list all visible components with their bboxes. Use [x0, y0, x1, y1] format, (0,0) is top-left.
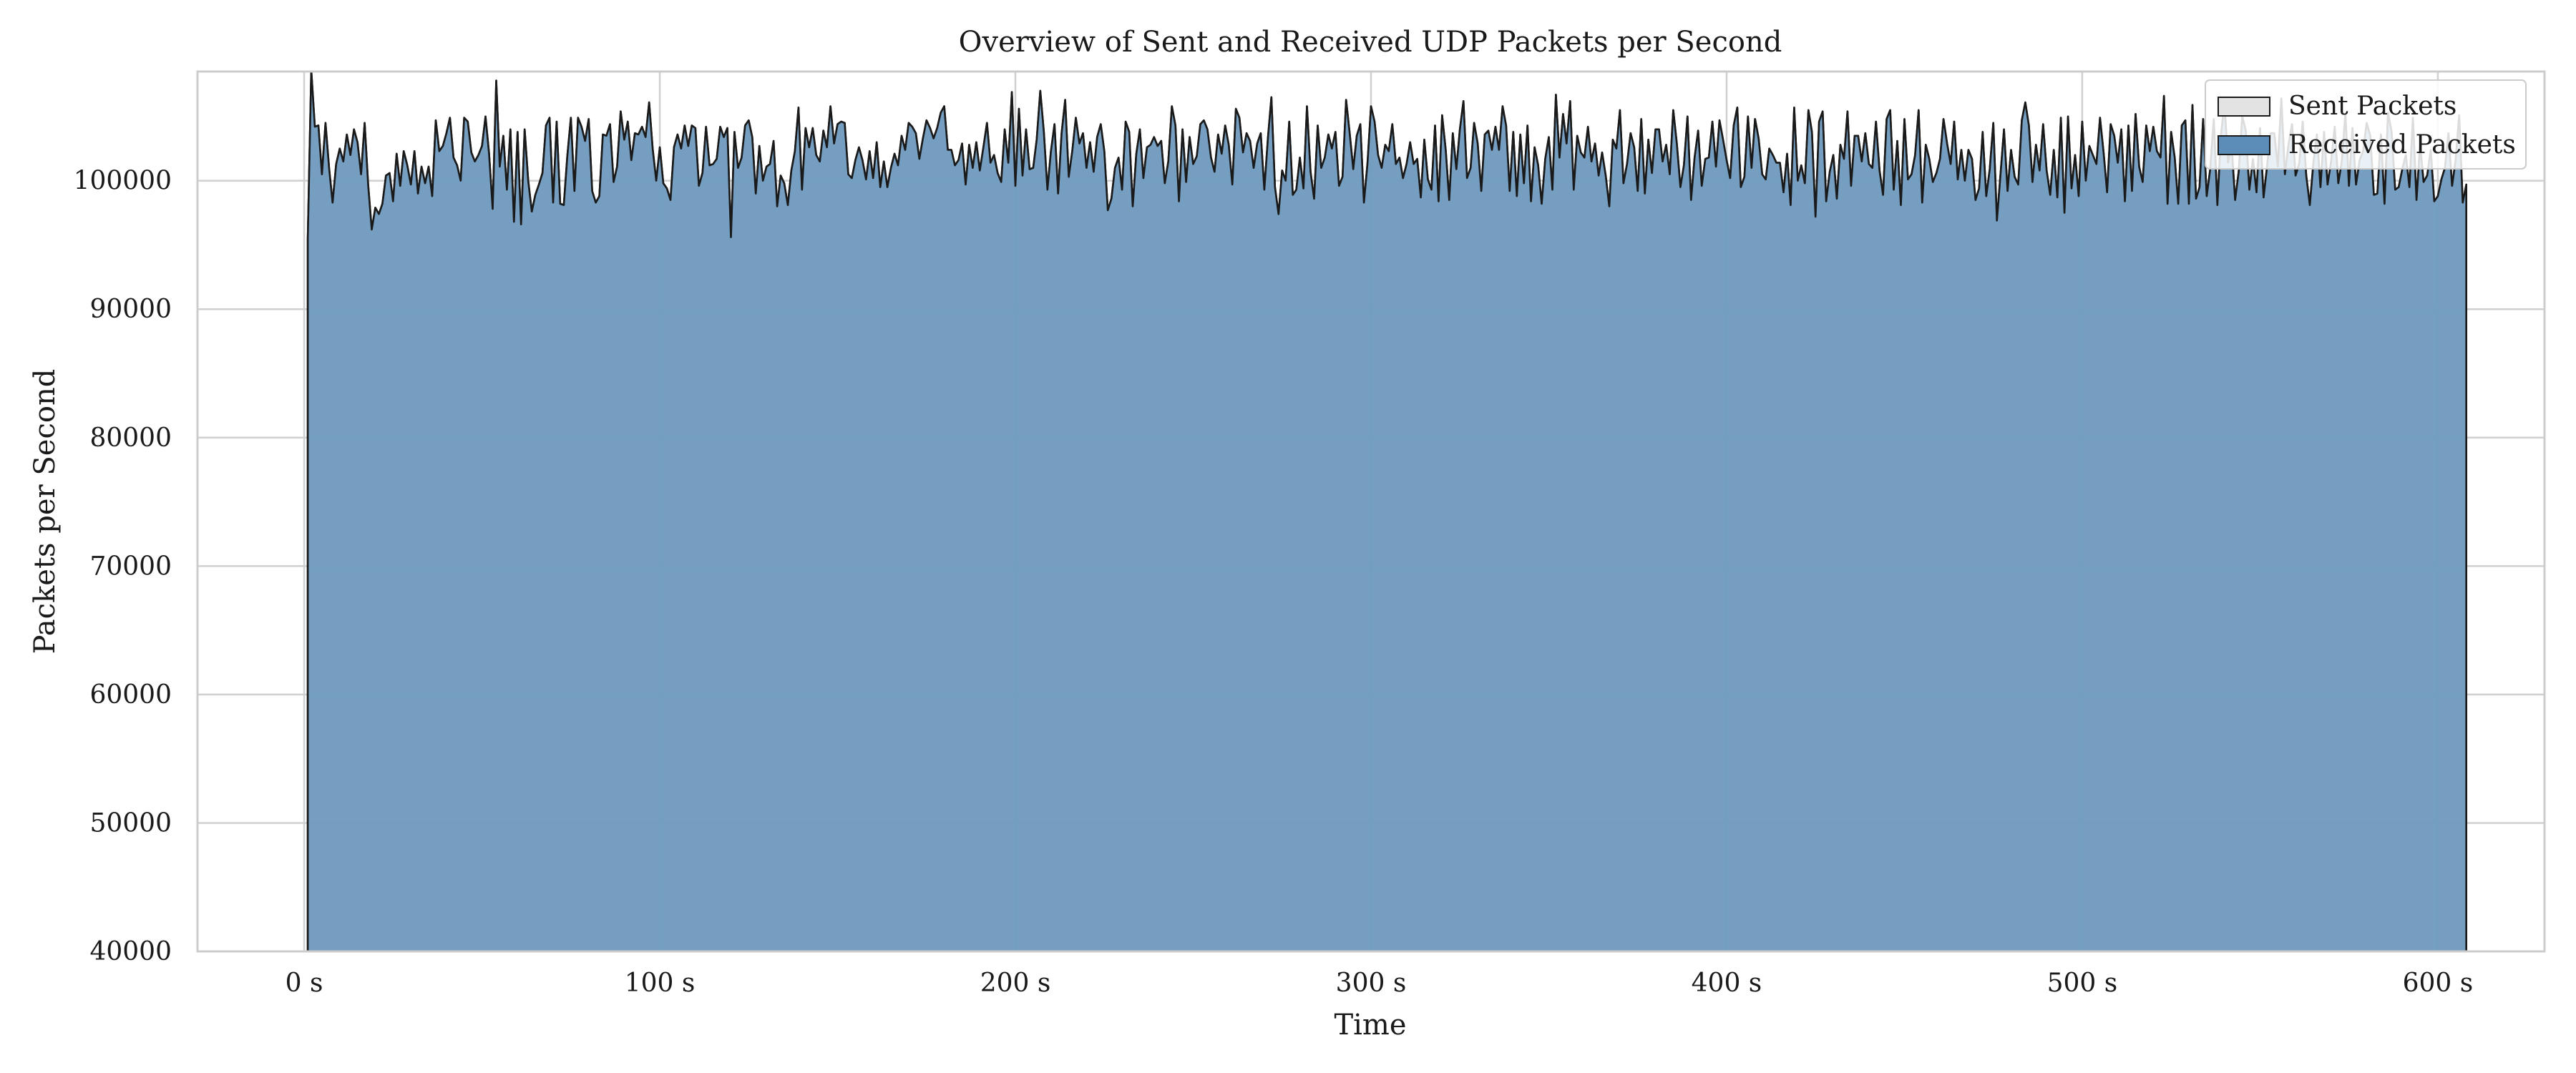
x-tick-label: 400 s — [1692, 969, 1762, 998]
x-axis-label: Time — [1334, 1009, 1406, 1042]
x-tick-label: 100 s — [625, 969, 696, 998]
y-axis-label: Packets per Second — [29, 369, 62, 655]
x-axis: 0 s 100 s 200 s 300 s 400 s 500 s 600 s — [286, 969, 2474, 998]
legend-item-sent: Sent Packets — [2218, 92, 2457, 121]
plot-frame — [196, 70, 2546, 953]
x-tick-label: 500 s — [2047, 969, 2118, 998]
x-tick-label: 200 s — [980, 969, 1051, 998]
chart-title: Overview of Sent and Received UDP Packet… — [959, 26, 1782, 59]
plot-area — [196, 70, 2546, 953]
legend: Sent Packets Received Packets — [2205, 79, 2527, 170]
area-received-packets — [308, 72, 2467, 951]
y-tick-label: 70000 — [89, 552, 172, 581]
legend-label-sent: Sent Packets — [2288, 92, 2457, 121]
x-tick-label: 300 s — [1336, 969, 1407, 998]
y-tick-label: 60000 — [89, 680, 172, 710]
x-tick-label: 0 s — [286, 969, 323, 998]
y-tick-label: 50000 — [89, 808, 172, 838]
x-tick-label: 600 s — [2403, 969, 2474, 998]
y-axis: 40000 50000 60000 70000 80000 90000 100000 — [74, 167, 172, 966]
y-tick-label: 90000 — [89, 295, 172, 324]
y-tick-label: 80000 — [89, 423, 172, 453]
legend-label-received: Received Packets — [2288, 130, 2516, 160]
legend-swatch-sent — [2218, 97, 2270, 117]
series-layer — [306, 72, 2467, 951]
legend-item-received: Received Packets — [2218, 130, 2516, 160]
legend-swatch-received — [2218, 135, 2270, 155]
y-tick-label: 40000 — [89, 937, 172, 966]
y-tick-label: 100000 — [74, 167, 172, 196]
legend-box — [2205, 79, 2527, 170]
line-received-packets — [306, 72, 2467, 951]
